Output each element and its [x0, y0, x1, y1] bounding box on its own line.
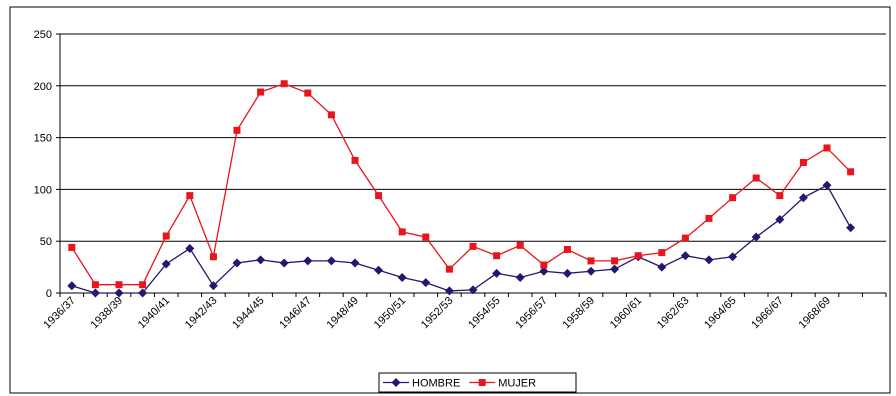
data-point-mujer — [375, 192, 383, 200]
data-point-mujer — [398, 228, 406, 236]
series — [67, 80, 856, 298]
data-point-hombre — [704, 255, 714, 265]
data-point-hombre — [539, 266, 549, 276]
y-tick-labels: 0 50 100 150 200 250 — [34, 29, 52, 300]
data-point-hombre — [374, 265, 384, 275]
data-point-hombre — [303, 256, 313, 266]
data-point-hombre — [326, 256, 336, 266]
data-point-mujer — [516, 241, 524, 249]
data-point-hombre — [680, 251, 690, 261]
data-point-mujer — [422, 233, 430, 241]
data-point-mujer — [493, 252, 501, 260]
data-point-hombre — [728, 252, 738, 262]
data-point-mujer — [115, 281, 123, 289]
series-line-mujer — [71, 83, 852, 286]
data-point-mujer — [729, 194, 737, 202]
data-point-hombre — [185, 243, 195, 253]
data-point-mujer — [257, 88, 265, 96]
data-point-mujer — [634, 252, 642, 260]
data-point-mujer — [469, 242, 477, 250]
data-point-hombre — [775, 214, 785, 224]
data-point-mujer — [611, 257, 619, 265]
data-point-hombre — [397, 272, 407, 282]
y-tick-label: 200 — [34, 81, 52, 93]
legend-marker-hombre — [391, 378, 401, 387]
y-tick-label: 0 — [46, 288, 52, 300]
data-point-mujer — [681, 234, 689, 242]
data-point-hombre — [798, 193, 808, 203]
data-point-mujer — [304, 89, 312, 97]
legend-marker-mujer — [478, 379, 486, 386]
data-point-hombre — [822, 180, 832, 190]
data-point-hombre — [657, 262, 667, 272]
data-point-hombre — [279, 258, 289, 268]
data-point-mujer — [776, 192, 784, 200]
y-tick-label: 100 — [34, 184, 52, 196]
gridlines — [60, 33, 886, 242]
legend-label: MUJER — [498, 378, 536, 390]
y-tick-label: 150 — [34, 133, 52, 145]
data-point-mujer — [162, 232, 170, 240]
data-point-mujer — [186, 192, 194, 200]
data-point-hombre — [492, 268, 502, 278]
chart-frame — [9, 6, 891, 394]
data-point-mujer — [351, 156, 359, 164]
series-mujer — [68, 80, 855, 289]
data-point-hombre — [256, 255, 266, 265]
data-point-hombre — [562, 268, 572, 278]
data-point-mujer — [587, 257, 595, 265]
y-tick-label: 50 — [40, 236, 52, 248]
data-point-mujer — [209, 253, 217, 261]
data-point-mujer — [233, 126, 241, 134]
data-point-mujer — [327, 111, 335, 119]
data-point-hombre — [350, 258, 360, 268]
data-point-hombre — [444, 286, 454, 296]
data-point-mujer — [540, 261, 548, 269]
data-point-mujer — [752, 174, 760, 182]
data-point-mujer — [280, 80, 288, 88]
data-point-hombre — [751, 232, 761, 242]
legend: HOMBRE MUJER — [378, 372, 577, 393]
data-point-mujer — [799, 158, 807, 166]
data-point-mujer — [658, 249, 666, 257]
legend-label: HOMBRE — [412, 378, 460, 390]
data-point-mujer — [445, 265, 453, 273]
data-point-hombre — [846, 223, 856, 233]
series-line-hombre — [71, 184, 852, 294]
data-point-mujer — [847, 168, 855, 176]
data-point-hombre — [161, 259, 171, 269]
series-hombre — [67, 180, 856, 298]
data-point-hombre — [138, 288, 148, 298]
data-point-mujer — [563, 245, 571, 253]
data-point-mujer — [705, 214, 713, 222]
data-point-mujer — [68, 243, 76, 251]
data-point-mujer — [139, 281, 147, 289]
data-point-hombre — [586, 266, 596, 276]
data-point-mujer — [823, 144, 831, 152]
data-point-hombre — [232, 258, 242, 268]
data-point-hombre — [90, 288, 100, 298]
data-point-hombre — [515, 272, 525, 282]
data-point-hombre — [610, 264, 620, 274]
data-point-hombre — [114, 288, 124, 298]
y-tick-label: 250 — [34, 29, 52, 41]
data-point-hombre — [67, 281, 77, 291]
data-point-hombre — [468, 285, 478, 295]
data-point-hombre — [421, 278, 431, 288]
data-point-mujer — [91, 281, 99, 289]
data-point-hombre — [208, 281, 218, 291]
